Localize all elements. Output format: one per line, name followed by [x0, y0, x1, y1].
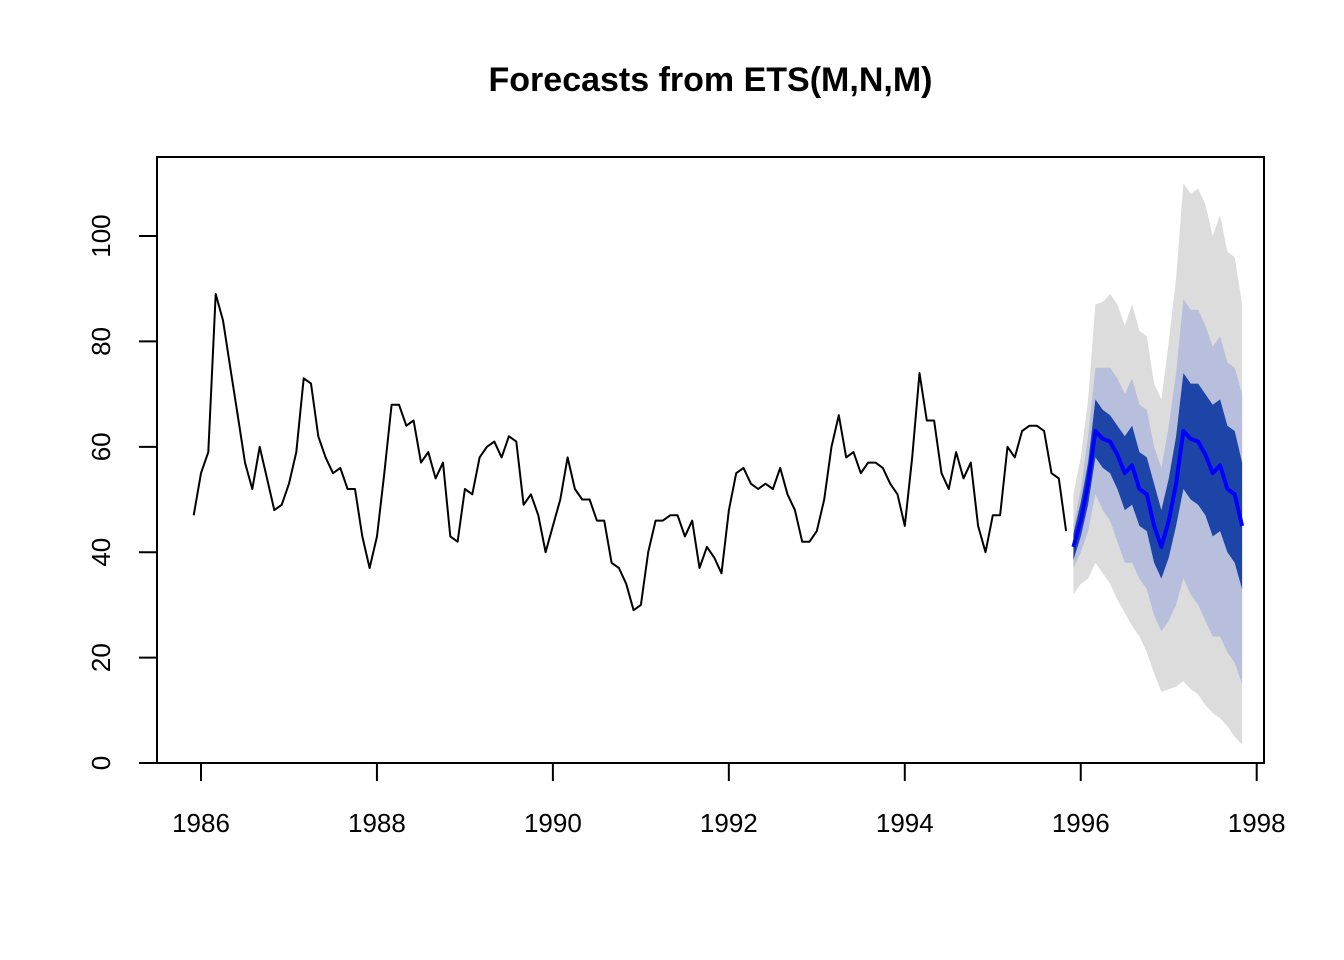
x-tick-label: 1994: [876, 808, 934, 838]
y-tick-label: 60: [86, 432, 116, 461]
y-tick-label: 80: [86, 327, 116, 356]
forecast-line: [1071, 429, 1245, 549]
history-line: [192, 293, 1068, 612]
y-axis: 0 20 40 60 80 100: [86, 214, 158, 770]
y-tick-label: 40: [86, 538, 116, 567]
series-lines: [192, 293, 1245, 612]
y-tick-label: 0: [86, 756, 116, 770]
forecast-bands: [1073, 183, 1243, 745]
x-tick-label: 1986: [172, 808, 230, 838]
x-axis: 1986 1988 1990 1992 1994 1996 1998: [172, 762, 1286, 838]
chart-title: Forecasts from ETS(M,N,M): [488, 61, 933, 99]
forecast-band-50: [1073, 373, 1243, 590]
x-tick-label: 1988: [348, 808, 406, 838]
x-tick-label: 1990: [524, 808, 582, 838]
x-tick-label: 1996: [1052, 808, 1110, 838]
y-tick-label: 100: [86, 214, 116, 257]
y-tick-label: 20: [86, 643, 116, 672]
x-tick-label: 1992: [700, 808, 758, 838]
x-tick-label: 1998: [1228, 808, 1286, 838]
